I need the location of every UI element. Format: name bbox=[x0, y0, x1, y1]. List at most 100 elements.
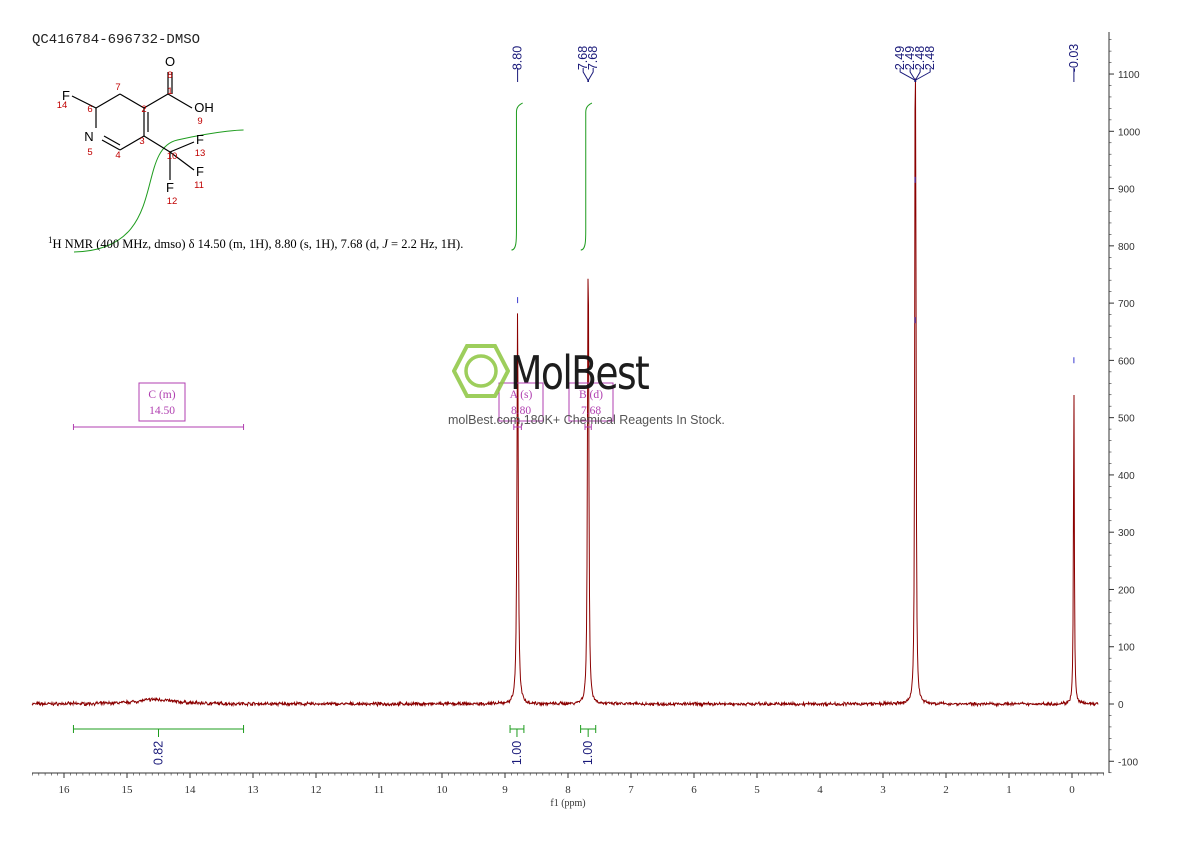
integral-curve bbox=[73, 129, 244, 253]
y-tick-label: 400 bbox=[1118, 471, 1135, 482]
peak-label: 8.80 bbox=[511, 46, 525, 70]
structure-atom-symbol: F bbox=[62, 88, 70, 103]
integral-value: 1.00 bbox=[510, 741, 524, 765]
x-tick-label: 13 bbox=[248, 784, 260, 796]
x-tick-label: 9 bbox=[502, 784, 508, 796]
nmr-description-isotope: 1 bbox=[48, 235, 53, 245]
structure-atom-number: 13 bbox=[195, 148, 206, 159]
structure-bond bbox=[119, 93, 145, 109]
structure-atom-symbol: F bbox=[166, 180, 174, 195]
peak-label: 2.49 bbox=[893, 46, 907, 70]
peak-label: 2.49 bbox=[903, 46, 917, 70]
integral-value: 0.82 bbox=[152, 741, 166, 765]
x-tick-label: 10 bbox=[437, 784, 449, 796]
x-tick-label: 8 bbox=[565, 784, 571, 796]
structure-atom-symbol: F bbox=[196, 164, 204, 179]
structure-bond bbox=[167, 93, 193, 109]
structure-atom-number: 6 bbox=[87, 104, 92, 115]
peak-labels: 8.80 7.687.68 2.492.492.482.48 -0.03 bbox=[511, 44, 1081, 82]
nmr-description-coupling-j: J bbox=[382, 237, 388, 252]
x-tick-label: 3 bbox=[880, 784, 886, 796]
x-tick-label: 0 bbox=[1069, 784, 1075, 796]
structure-atom-number: 10 bbox=[167, 151, 178, 162]
multiplet-shift: 14.50 bbox=[149, 405, 175, 417]
peak-label-connector bbox=[587, 68, 594, 82]
y-tick-label: 100 bbox=[1118, 643, 1135, 654]
peak-label: 7.68 bbox=[576, 46, 590, 70]
x-tick-label: 12 bbox=[311, 784, 322, 796]
structure-bond bbox=[169, 141, 195, 153]
integral-bars: 0.82 1.00 1.00 bbox=[72, 725, 597, 765]
multiplet-shift: 8.80 bbox=[511, 405, 531, 417]
y-tick-label: 700 bbox=[1118, 299, 1135, 310]
peak-label: 2.48 bbox=[913, 46, 927, 70]
integral-value: 1.00 bbox=[581, 741, 595, 765]
integral-curves bbox=[73, 102, 593, 253]
structure-bond bbox=[143, 93, 169, 109]
y-tick-label: 200 bbox=[1118, 585, 1135, 596]
peak-label-connector bbox=[915, 68, 931, 82]
structure-atom-number: 5 bbox=[87, 147, 92, 158]
structure-atom-number: 14 bbox=[57, 100, 68, 111]
y-tick-label: 900 bbox=[1118, 185, 1135, 196]
structure-atom-number: 9 bbox=[197, 116, 202, 127]
structure-atom-number: 12 bbox=[167, 196, 178, 207]
structure-bond bbox=[143, 135, 171, 153]
y-tick-label: 0 bbox=[1118, 700, 1124, 711]
x-tick-label: 11 bbox=[374, 784, 385, 796]
multiplet-boxes: C (m) 14.50 A (s) 8.80 B (d) 7.68 bbox=[72, 382, 614, 430]
peak-label: 2.48 bbox=[923, 46, 937, 70]
structure-bond bbox=[101, 139, 121, 151]
x-tick-label: 6 bbox=[691, 784, 697, 796]
structure-atom-number: 3 bbox=[139, 136, 144, 147]
x-tick-label: 16 bbox=[59, 784, 71, 796]
watermark-logo-text: MolBest bbox=[510, 346, 650, 400]
y-tick-label: 800 bbox=[1118, 242, 1135, 253]
structure-atom-number: 2 bbox=[141, 104, 146, 115]
nmr-description: 1H NMR (400 MHz, dmso) δ 14.50 (m, 1H), … bbox=[48, 235, 463, 252]
y-tick-label: 300 bbox=[1118, 528, 1135, 539]
sample-title: QC416784-696732-DMSO bbox=[32, 32, 201, 48]
structure-bond bbox=[95, 93, 121, 109]
x-tick-label: 14 bbox=[185, 784, 197, 796]
structure-atom-number: 1 bbox=[167, 86, 172, 97]
multiplet-box bbox=[568, 382, 614, 422]
structure-bond bbox=[119, 135, 145, 151]
structure-atom-symbol: F bbox=[196, 132, 204, 147]
integral-curve bbox=[580, 102, 593, 251]
x-tick-label: 15 bbox=[122, 784, 134, 796]
y-tick-label: 500 bbox=[1118, 414, 1135, 425]
integral-curve bbox=[511, 102, 523, 251]
structure-atom-number: 4 bbox=[115, 150, 120, 161]
nmr-description-text-b: = 2.2 Hz, 1H). bbox=[387, 237, 464, 252]
x-tick-label: 7 bbox=[628, 784, 634, 796]
x-tick-label: 1 bbox=[1006, 784, 1012, 796]
multiplet-box bbox=[138, 382, 186, 422]
y-tick-label: 600 bbox=[1118, 356, 1135, 367]
y-tick-label: 1100 bbox=[1118, 70, 1140, 81]
multiplet-box bbox=[498, 382, 544, 422]
watermark-tagline: molBest.com,180K+ Chemical Reagents In S… bbox=[448, 413, 725, 427]
watermark: MolBest molBest.com,180K+ Chemical Reage… bbox=[448, 340, 752, 435]
structure-atom-number: 11 bbox=[194, 180, 204, 191]
structure-atom-symbol: N bbox=[84, 129, 93, 144]
peak-label: 7.68 bbox=[586, 46, 600, 70]
structure-bond bbox=[169, 151, 195, 171]
multiplet-name: C (m) bbox=[148, 389, 175, 401]
nmr-description-text-a: H NMR (400 MHz, dmso) δ 14.50 (m, 1H), 8… bbox=[52, 237, 383, 252]
structure-atom-symbol: O bbox=[165, 54, 175, 69]
molbest-hexagon-icon bbox=[452, 344, 510, 398]
axes: 16 15 14 13 12 11 10 9 8 7 6 5 4 3 2 1 0f1 (ppm)-1000100… bbox=[32, 32, 1141, 809]
structure-bond bbox=[71, 95, 97, 109]
multiplet-name: B (d) bbox=[579, 389, 603, 401]
multiplet-name: A (s) bbox=[510, 389, 533, 401]
y-tick-label: 1000 bbox=[1118, 127, 1141, 138]
peak-label-connector bbox=[582, 68, 589, 82]
peak-label: -0.03 bbox=[1067, 44, 1081, 73]
x-tick-label: 2 bbox=[943, 784, 949, 796]
spectrum-trace bbox=[31, 78, 1099, 708]
spectrum-line bbox=[31, 78, 1099, 708]
y-tick-label: -100 bbox=[1118, 757, 1138, 768]
